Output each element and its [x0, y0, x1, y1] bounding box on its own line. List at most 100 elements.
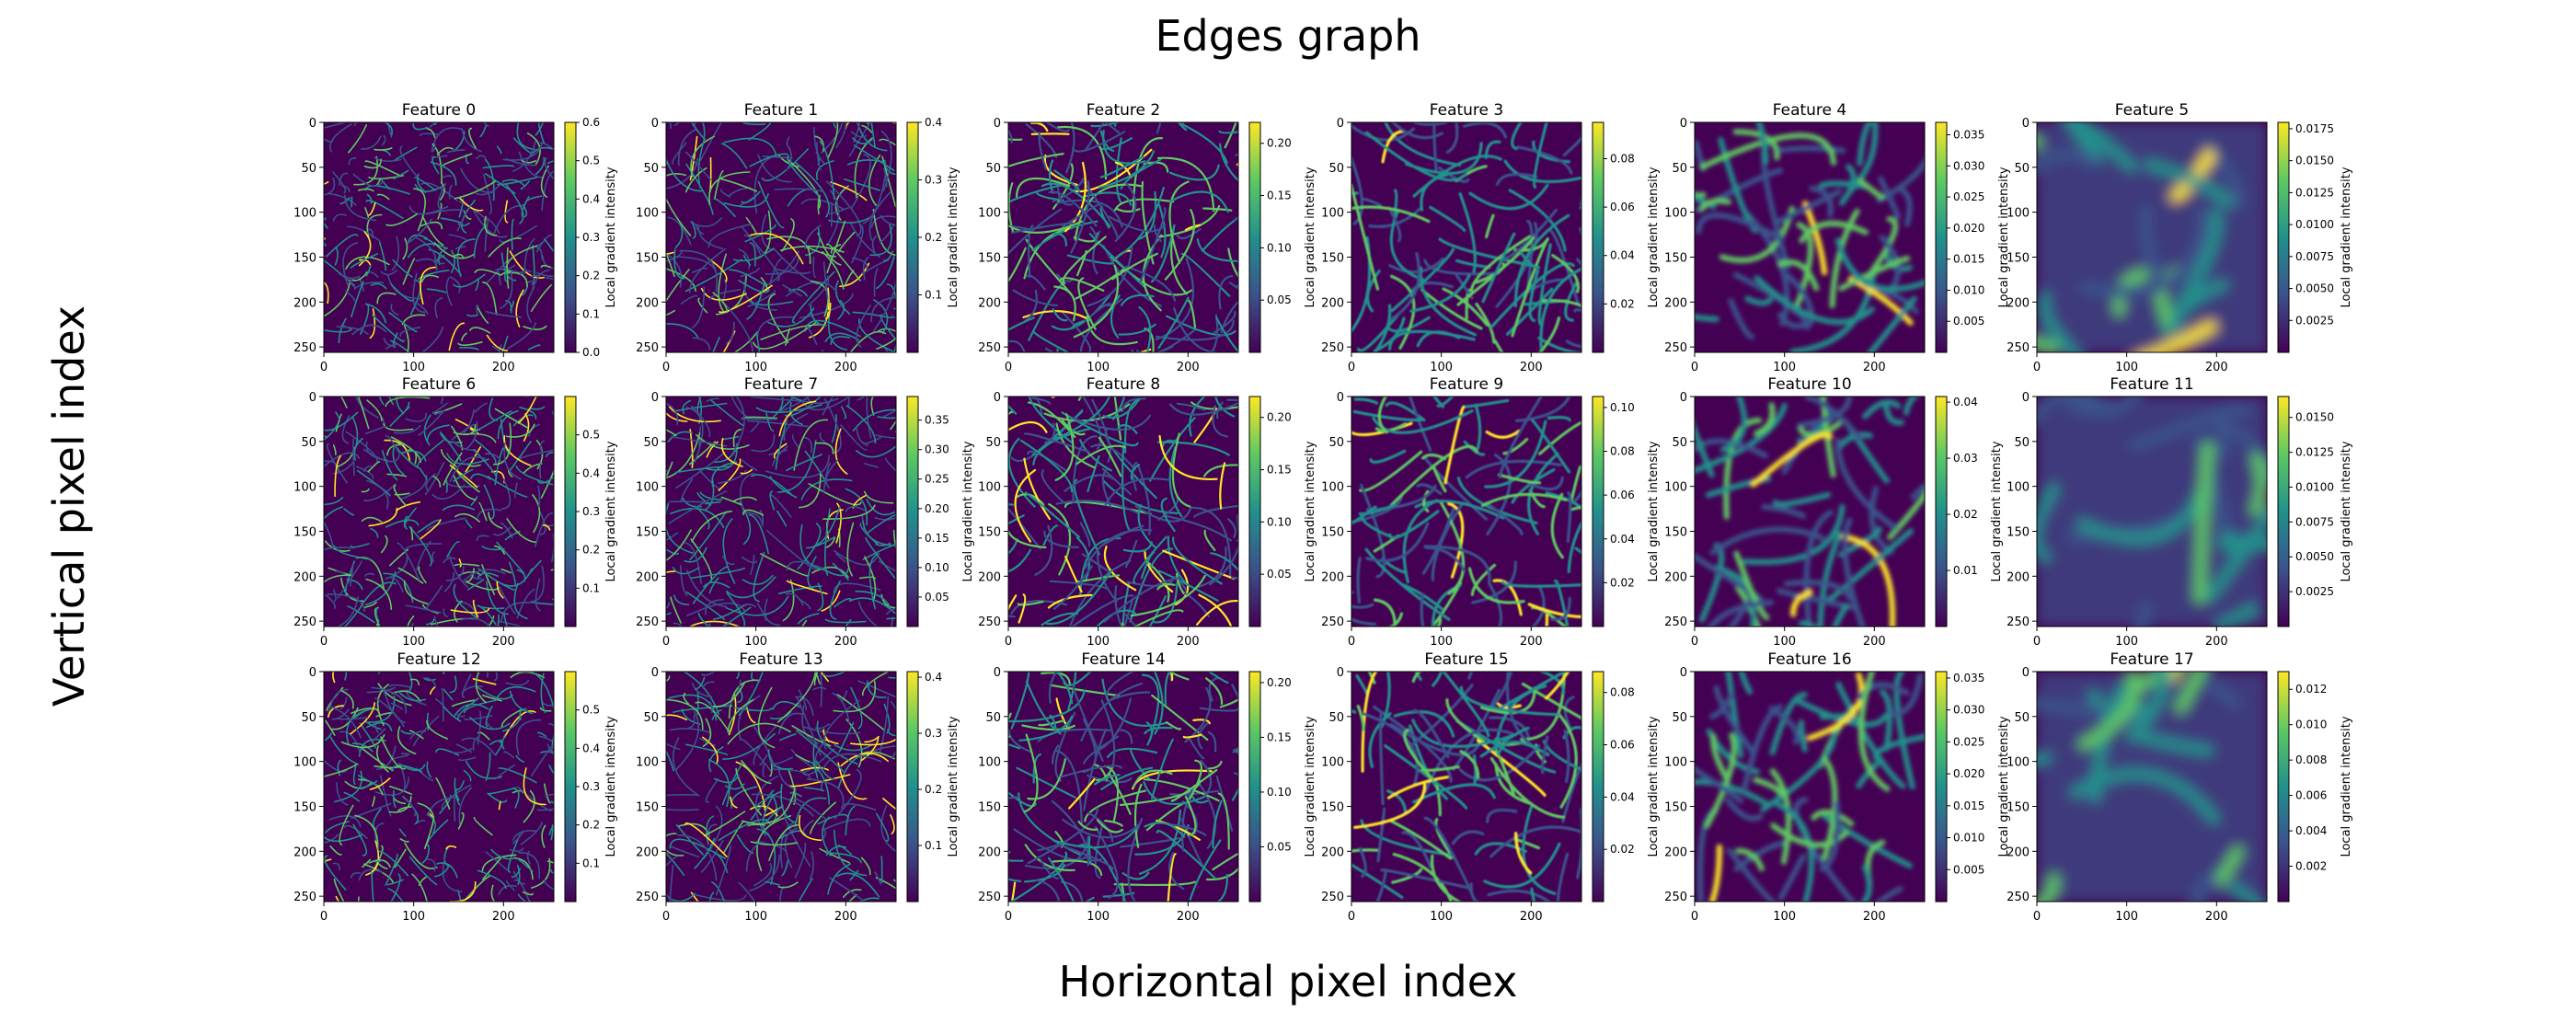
colorbar-tick-label: 0.06 [1610, 739, 1635, 752]
x-tick-label: 200 [1177, 635, 1200, 649]
y-tick-label: 250 [293, 341, 316, 355]
y-tick-label: 150 [1321, 800, 1344, 814]
y-tick-label: 0 [2022, 117, 2030, 131]
panel-title: Feature 6 [402, 375, 476, 394]
colorbar-label: Local gradient intensity [604, 167, 618, 307]
y-tick-label: 100 [636, 207, 659, 221]
colorbar-tick-label: 0.15 [925, 532, 949, 545]
y-tick-label: 50 [1672, 711, 1687, 725]
colorbar-tick-label: 0.02 [1953, 508, 1978, 521]
colorbar-tick-label: 0.0 [582, 346, 600, 359]
colorbar-tick-label: 0.0075 [2295, 250, 2334, 263]
colorbar-label: Local gradient intensity [1304, 441, 1317, 581]
colorbar-tick-label: 0.05 [925, 591, 949, 604]
colorbar-tick-label: 0.035 [1953, 672, 1984, 684]
y-tick-label: 200 [978, 296, 1001, 310]
panel-title: Feature 1 [744, 101, 818, 120]
panel-title: Feature 16 [1767, 650, 1851, 669]
panel-14: Feature 14 0 50 100 150 200 250 0 100 200 0.05 0.10… [978, 650, 1317, 924]
colorbar-tick-label: 0.010 [1953, 283, 1984, 296]
colorbar [1592, 671, 1604, 903]
colorbar [2277, 121, 2290, 353]
y-tick-label: 50 [643, 711, 659, 725]
colorbar-tick-label: 0.010 [1953, 832, 1984, 845]
colorbar-tick-label: 0.02 [1610, 843, 1635, 856]
y-tick-label: 150 [1664, 800, 1687, 814]
colorbar-tick-label: 0.5 [582, 155, 600, 167]
colorbar-tick-label: 0.020 [1953, 767, 1984, 780]
colorbar-tick-label: 0.35 [925, 414, 949, 427]
panel-0: Feature 0 0 50 100 150 200 250 0 100 200 0.0 0.1 0.2… [293, 101, 618, 374]
heatmap-image [2037, 397, 2267, 627]
panel-title: Feature 9 [1430, 375, 1503, 394]
colorbar [1592, 396, 1604, 627]
y-tick-label: 50 [1328, 436, 1344, 450]
colorbar-tick-label: 0.20 [1267, 411, 1292, 424]
colorbar-label: Local gradient intensity [1647, 716, 1661, 857]
colorbar-label: Local gradient intensity [947, 167, 960, 307]
colorbar-tick-label: 0.03 [1953, 452, 1978, 465]
y-tick-label: 200 [636, 570, 659, 584]
y-tick-label: 0 [309, 391, 316, 405]
colorbar-tick-label: 0.3 [582, 231, 600, 244]
colorbar-tick-label: 0.0100 [2295, 218, 2334, 231]
colorbar-label: Local gradient intensity [961, 441, 975, 581]
colorbar-tick-label: 0.4 [582, 466, 600, 479]
y-tick-label: 100 [1321, 481, 1344, 495]
x-tick-label: 0 [320, 635, 328, 649]
y-tick-label: 0 [1337, 391, 1344, 405]
colorbar-tick-label: 0.015 [1953, 253, 1984, 266]
x-tick-label: 0 [1005, 361, 1012, 374]
heatmap-image [2037, 122, 2267, 352]
heatmap-image [1695, 672, 1925, 902]
colorbar-tick-label: 0.004 [2295, 824, 2327, 837]
y-tick-label: 50 [2014, 436, 2030, 450]
x-tick-label: 200 [492, 361, 515, 374]
y-tick-label: 200 [2007, 296, 2030, 310]
colorbar-tick-label: 0.06 [1610, 489, 1635, 501]
x-tick-label: 200 [492, 910, 515, 924]
y-tick-label: 0 [1680, 391, 1687, 405]
y-tick-label: 250 [2007, 341, 2030, 355]
y-tick-label: 100 [1664, 207, 1687, 221]
colorbar [1935, 396, 1948, 627]
colorbar-tick-label: 0.1 [582, 857, 600, 869]
colorbar-tick-label: 0.15 [1267, 190, 1292, 202]
figure-x-label: Horizontal pixel index [1058, 957, 1518, 1006]
x-tick-label: 200 [1177, 910, 1200, 924]
y-tick-label: 0 [2022, 391, 2030, 405]
x-tick-label: 0 [1348, 910, 1355, 924]
colorbar-tick-label: 0.05 [1267, 840, 1292, 853]
y-tick-label: 200 [1321, 570, 1344, 584]
panel-title: Feature 13 [739, 650, 822, 669]
y-tick-label: 250 [1664, 615, 1687, 629]
colorbar-label: Local gradient intensity [1997, 167, 2011, 307]
colorbar-tick-label: 0.0150 [2295, 411, 2334, 424]
colorbar-tick-label: 0.3 [582, 780, 600, 793]
x-tick-label: 100 [744, 910, 767, 924]
y-tick-label: 100 [1321, 756, 1344, 770]
colorbar-tick-label: 0.15 [1267, 464, 1292, 477]
y-tick-label: 250 [978, 615, 1001, 629]
x-tick-label: 100 [402, 361, 425, 374]
x-tick-label: 0 [2033, 635, 2041, 649]
x-tick-label: 100 [1087, 910, 1110, 924]
y-tick-label: 100 [2007, 756, 2030, 770]
x-tick-label: 100 [2115, 910, 2138, 924]
y-tick-label: 0 [1680, 666, 1687, 680]
panel-9: Feature 9 0 50 100 150 200 250 0 100 200 0.02 0.04 0… [1321, 375, 1661, 649]
y-tick-label: 150 [978, 525, 1001, 539]
colorbar-tick-label: 0.2 [582, 544, 600, 557]
y-tick-label: 150 [293, 800, 316, 814]
panel-title: Feature 2 [1087, 101, 1160, 120]
y-tick-label: 250 [293, 891, 316, 904]
panel-title: Feature 4 [1773, 101, 1846, 120]
colorbar-tick-label: 0.08 [1610, 686, 1635, 699]
y-tick-label: 0 [1680, 117, 1687, 131]
y-tick-label: 250 [2007, 891, 2030, 904]
x-tick-label: 100 [1430, 361, 1453, 374]
heatmap-image [1351, 672, 1581, 902]
